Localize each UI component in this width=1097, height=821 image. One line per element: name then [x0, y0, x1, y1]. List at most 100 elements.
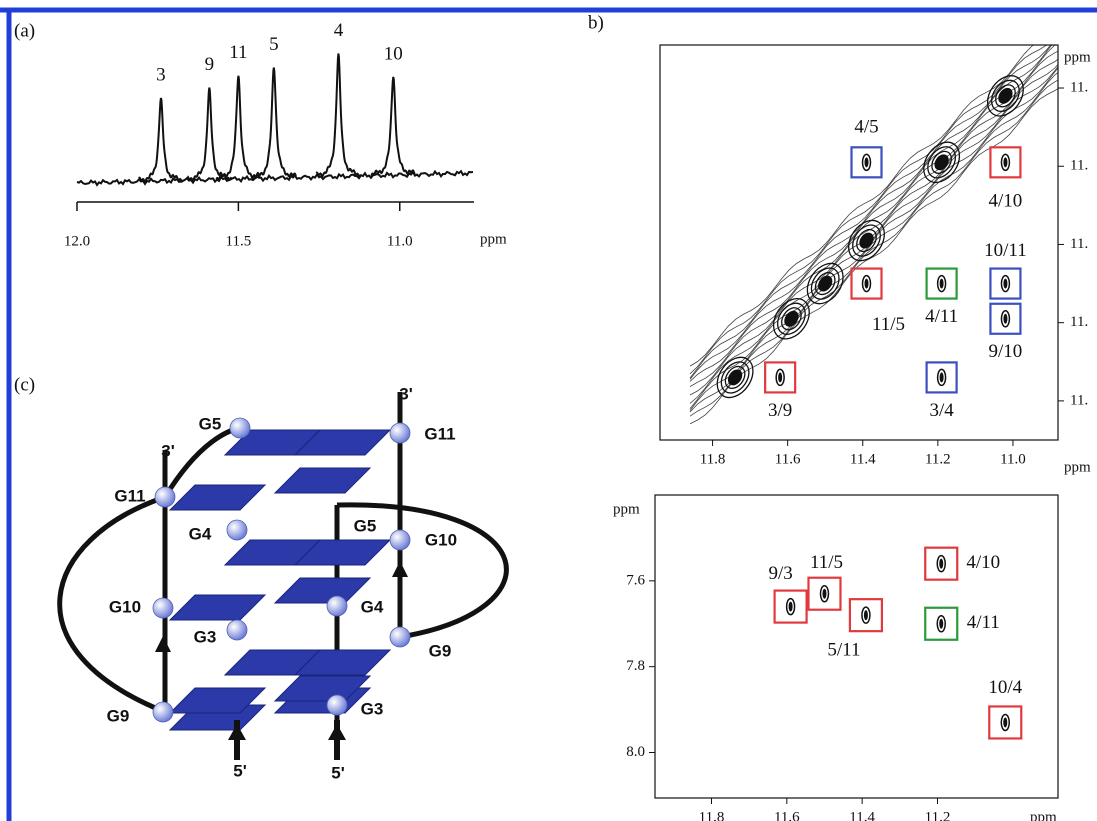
spectrum-peak	[251, 67, 297, 181]
peak-label: 10	[384, 43, 403, 64]
spectrum-peak	[186, 87, 233, 182]
x-tick-label: 11.6	[775, 451, 801, 467]
x-tick-label: 11.5	[226, 233, 252, 249]
diagram-label: 5'	[233, 761, 247, 780]
diagram-label: G5	[199, 414, 222, 433]
cross-peak	[785, 597, 796, 616]
cross-peak-label: 3/9	[768, 400, 792, 421]
highlight-box	[988, 705, 1023, 740]
y-tick-label: 11.	[1070, 314, 1088, 330]
x-tick-label: 11.0	[387, 233, 413, 249]
x-tick-label: 11.2	[925, 451, 951, 467]
diagonal-peak	[931, 150, 952, 174]
highlight-box	[925, 267, 958, 300]
tetrad-plate	[168, 484, 267, 511]
cross-peak	[861, 274, 872, 293]
diagonal-peak	[856, 228, 877, 253]
cross-peak	[861, 153, 872, 172]
cross-peak-label: 11/5	[810, 552, 843, 573]
cross-peak	[1000, 153, 1011, 172]
cross-peak	[1000, 274, 1011, 293]
cross-peak-core	[788, 601, 793, 612]
loop	[57, 494, 166, 715]
spectrum-peak	[370, 76, 416, 177]
peak-label: 3	[156, 64, 166, 85]
diagonal-peak	[998, 87, 1013, 104]
tetrad-plate	[168, 594, 267, 621]
arrow-head	[228, 724, 246, 740]
diagram-label: G3	[361, 699, 384, 718]
diagonal-peak	[923, 141, 961, 184]
cross-peak	[936, 554, 946, 573]
diagonal-peak	[927, 146, 957, 179]
sphere	[389, 529, 411, 551]
cross-peak-label: 4/11	[967, 612, 1000, 633]
plot-frame	[659, 44, 1059, 441]
cross-peak	[936, 274, 947, 293]
diagonal-peak	[784, 310, 799, 327]
tetrad-plate	[273, 577, 372, 604]
sphere	[326, 694, 348, 716]
arrow-head	[328, 724, 346, 740]
diagonal-peak	[990, 79, 1020, 112]
sphere	[152, 701, 174, 723]
panel-label: (a)	[14, 20, 35, 41]
diagram-label: 3'	[161, 441, 175, 460]
sphere	[326, 595, 348, 617]
cross-peak-core	[939, 372, 944, 383]
x-axis-label: ppm	[480, 231, 507, 247]
plot-frame	[654, 494, 1059, 799]
cross-peak-core	[939, 618, 944, 629]
x-tick-label: 11.0	[1000, 451, 1026, 467]
diagonal-peak	[776, 302, 806, 335]
diagonal-peak	[806, 262, 844, 305]
tetrad-plate	[273, 467, 372, 494]
y-tick-label: 11.	[1070, 79, 1088, 95]
diagonal-peak	[716, 356, 754, 399]
diagonal-peak	[848, 219, 886, 262]
cross-peak-core	[1003, 717, 1008, 728]
cross-peak-core	[864, 157, 869, 168]
highlight-box	[925, 361, 958, 394]
diagram-label: 3'	[399, 384, 413, 403]
diagonal-peak	[814, 271, 836, 296]
sphere	[226, 619, 248, 641]
highlight-box	[807, 576, 842, 611]
diagram-label: G4	[361, 597, 384, 616]
diagram-label: G4	[189, 524, 212, 543]
sphere	[229, 417, 251, 439]
spectrum-peak	[138, 97, 184, 183]
x-tick-label: 11.4	[849, 809, 875, 821]
diagonal-peak	[818, 275, 833, 292]
highlight-box	[989, 302, 1022, 335]
loop	[336, 502, 509, 640]
diagram-label: G9	[107, 706, 130, 725]
diagonal-peak	[781, 307, 802, 331]
cross-peak	[861, 606, 871, 624]
contour-line	[689, 79, 1058, 417]
cross-peak-core	[939, 278, 944, 289]
tetrad-plate	[168, 687, 267, 714]
cross-peak	[1000, 713, 1011, 732]
cross-peak-label: 9/3	[768, 563, 792, 584]
diagram-label: G3	[194, 627, 217, 646]
diagram-label: G5	[354, 516, 377, 535]
y-tick-label: 8.0	[626, 744, 645, 760]
tetrad-plate	[293, 429, 392, 456]
sphere	[154, 486, 176, 508]
highlight-box	[848, 598, 884, 633]
cross-peak-label: 4/5	[854, 117, 878, 138]
cross-peak-label: 4/10	[966, 552, 1000, 573]
cross-peak-label: 10/4	[988, 677, 1022, 698]
cross-peak-core	[864, 278, 869, 289]
diagonal-peak	[772, 298, 810, 340]
spectrum-peak	[215, 75, 261, 181]
cross-peak-label: 4/11	[925, 306, 958, 327]
peak-label: 11	[229, 42, 247, 63]
diagonal-band	[689, 45, 1058, 425]
highlight-box	[773, 589, 808, 624]
cross-peak	[775, 368, 785, 387]
cross-peak-core	[939, 558, 944, 569]
x-axis-label: ppm	[1064, 459, 1091, 475]
panel-label: (c)	[14, 374, 35, 395]
